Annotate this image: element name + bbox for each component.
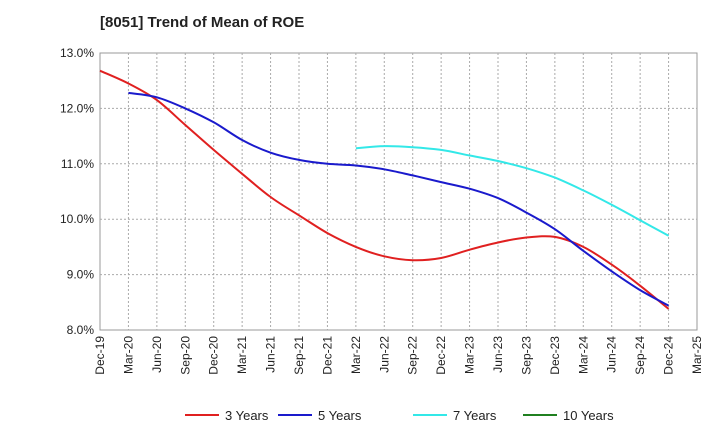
x-tick-label: Mar-22 bbox=[349, 336, 363, 374]
plot-frame bbox=[99, 52, 698, 331]
x-tick-label: Mar-23 bbox=[463, 336, 477, 374]
x-tick-label: Dec-19 bbox=[93, 336, 107, 375]
x-tick-label: Jun-20 bbox=[150, 336, 164, 373]
x-tick-label: Sep-23 bbox=[519, 336, 533, 375]
series-line-7-years bbox=[355, 145, 670, 237]
x-tick-label: Dec-24 bbox=[662, 336, 676, 375]
x-tick-label: Jun-23 bbox=[491, 336, 505, 373]
legend-label-10-years: 10 Years bbox=[563, 408, 614, 423]
x-tick-label: Mar-24 bbox=[576, 336, 590, 374]
y-tick-label: 11.0% bbox=[61, 157, 94, 171]
x-tick-label: Dec-21 bbox=[320, 336, 334, 375]
series-line-3-years bbox=[99, 69, 670, 310]
x-tick-label: Jun-21 bbox=[264, 336, 278, 373]
x-tick-label: Dec-23 bbox=[548, 336, 562, 375]
x-tick-label: Jun-24 bbox=[605, 336, 619, 373]
x-tick-label: Dec-20 bbox=[207, 336, 221, 375]
y-tick-label: 8.0% bbox=[67, 323, 95, 337]
x-tick-label: Mar-20 bbox=[121, 336, 135, 374]
x-tick-label: Sep-22 bbox=[406, 336, 420, 375]
x-tick-label: Sep-24 bbox=[633, 336, 647, 375]
x-tick-label: Mar-21 bbox=[235, 336, 249, 374]
y-tick-label: 10.0% bbox=[60, 212, 94, 226]
x-tick-label: Dec-22 bbox=[434, 336, 448, 375]
y-tick-label: 13.0% bbox=[60, 46, 94, 60]
x-tick-label: Mar-25 bbox=[690, 336, 704, 374]
x-tick-label: Sep-20 bbox=[178, 336, 192, 375]
legend-label-3-years: 3 Years bbox=[225, 408, 269, 423]
x-tick-label: Sep-21 bbox=[292, 336, 306, 375]
chart-title: [8051] Trend of Mean of ROE bbox=[100, 14, 305, 31]
x-tick-label: Jun-22 bbox=[377, 336, 391, 373]
legend-label-7-years: 7 Years bbox=[453, 408, 497, 423]
series-line-5-years bbox=[128, 91, 670, 307]
legend-label-5-years: 5 Years bbox=[318, 408, 362, 423]
y-tick-label: 12.0% bbox=[60, 101, 94, 115]
y-tick-label: 9.0% bbox=[67, 268, 95, 282]
